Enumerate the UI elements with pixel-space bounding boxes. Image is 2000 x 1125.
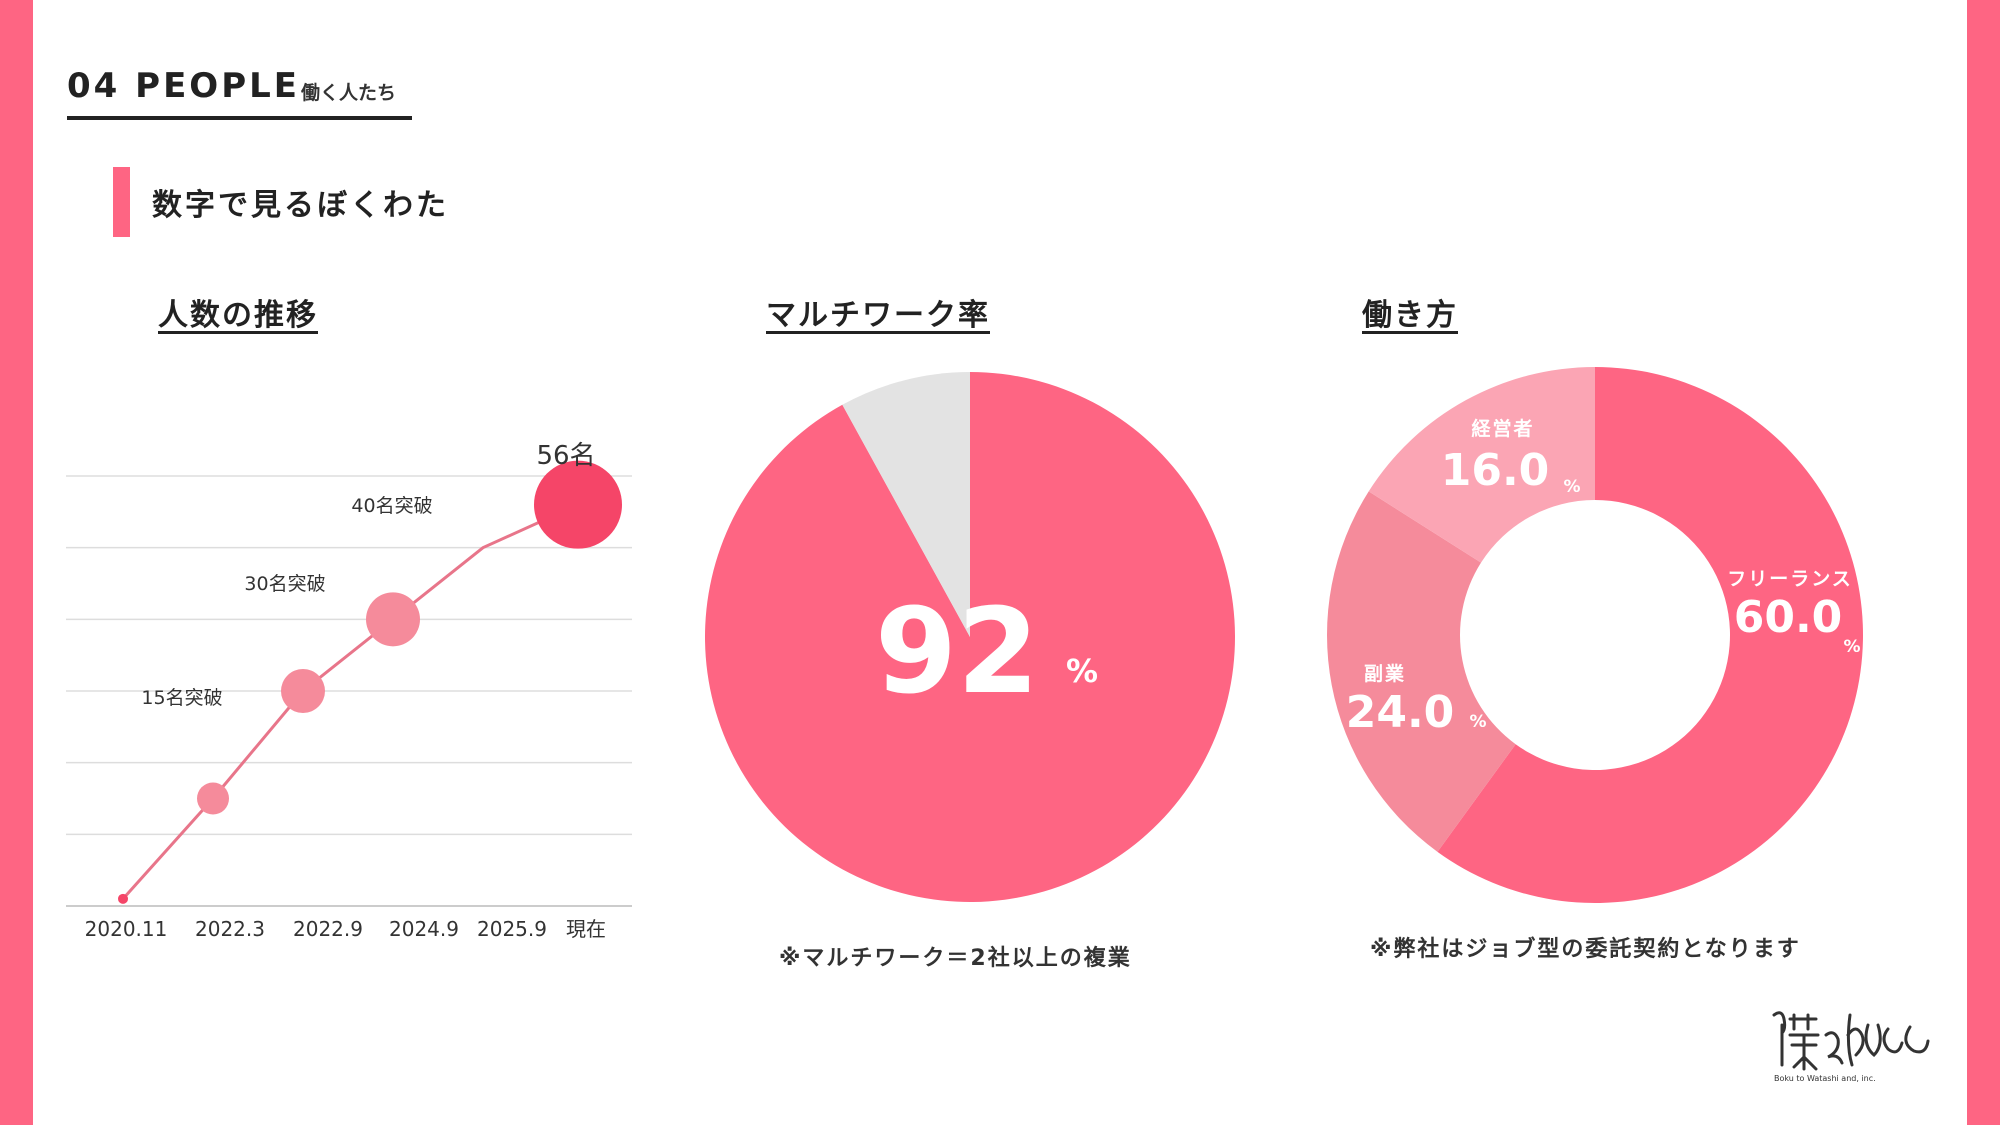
subhead-title: 数字で見るぼくわた <box>152 188 449 223</box>
headcount-line-chart: 2020.11 2022.3 2022.9 2024.9 2025.9 現在 15名突破 30… <box>66 441 632 941</box>
x-tick-label: 2025.9 <box>477 917 547 941</box>
slice-label: フリーランス <box>1727 568 1853 590</box>
x-tick-label: 2022.9 <box>293 917 363 941</box>
data-point <box>118 893 128 904</box>
slice-unit: % <box>1563 477 1580 497</box>
slice-unit: % <box>1843 637 1860 657</box>
annotation-label: 40名突破 <box>351 495 432 517</box>
donut-slice <box>1327 491 1516 852</box>
donut-slice <box>1437 367 1863 903</box>
data-point <box>534 460 622 549</box>
subhead-accent-bar <box>113 167 130 237</box>
data-point <box>366 592 420 647</box>
company-logo: Boku to Watashi and, inc. <box>1764 1005 1944 1085</box>
donut-slice <box>1368 367 1595 563</box>
data-point <box>281 669 325 713</box>
section-title: 04 PEOPLE <box>67 66 301 106</box>
center-unit: % <box>1066 652 1098 690</box>
workstyle-title: 働き方 <box>1362 298 1458 333</box>
slice-value: 24.0 <box>1346 687 1455 738</box>
slice-label: 副業 <box>1364 662 1406 685</box>
workstyle-note: ※弊社はジョブ型の委託契約となります <box>1370 937 1801 962</box>
headcount-title: 人数の推移 <box>158 298 318 333</box>
annotation-label: 15名突破 <box>141 687 222 709</box>
slice-value: 16.0 <box>1441 445 1550 496</box>
center-value: 92 <box>875 582 1039 720</box>
slice-unit: % <box>1469 712 1486 732</box>
right-edge-band <box>1967 0 2000 1125</box>
data-point <box>197 782 229 815</box>
slice-value: 60.0 <box>1734 592 1843 643</box>
x-tick-label: 現在 <box>566 917 606 941</box>
section-header: 04 PEOPLE 働く人たち <box>67 66 412 120</box>
series-line <box>121 503 579 900</box>
x-tick-label: 2022.3 <box>195 917 265 941</box>
annotation-label: 30名突破 <box>244 573 325 595</box>
multiwork-note: ※マルチワーク＝2社以上の複業 <box>779 946 1132 971</box>
multiwork-title: マルチワーク率 <box>766 298 990 333</box>
multiwork-pie-chart: 92% <box>705 372 1235 902</box>
x-tick-label: 2020.11 <box>85 917 168 941</box>
left-edge-band <box>0 0 33 1125</box>
x-tick-label: 2024.9 <box>389 917 459 941</box>
slice-label: 経営者 <box>1471 417 1534 440</box>
top-value-label: 56名 <box>536 441 595 471</box>
pie-slice <box>842 372 970 637</box>
section-subtitle: 働く人たち <box>301 82 397 104</box>
logo-subtext: Boku to Watashi and, inc. <box>1774 1074 1876 1083</box>
